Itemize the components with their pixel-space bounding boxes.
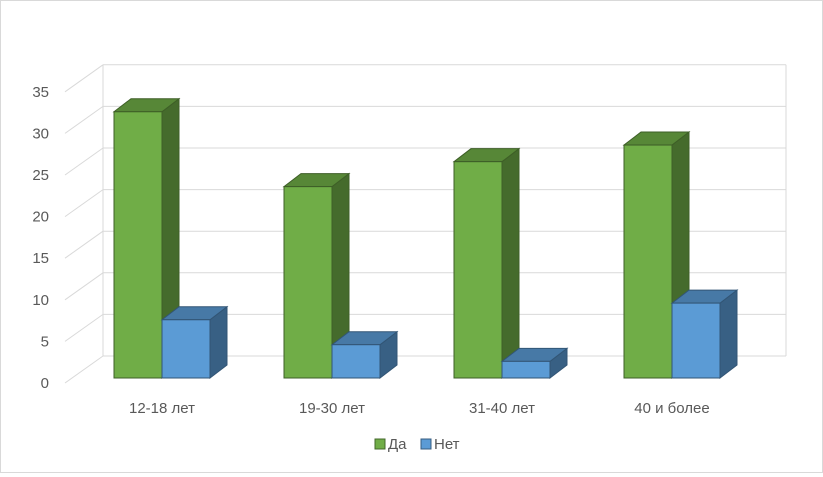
legend-label: Нет <box>434 436 460 453</box>
x-tick-label: 31-40 лет <box>469 400 535 417</box>
bar-da[interactable] <box>282 172 351 380</box>
bar-front-face <box>113 111 163 379</box>
legend-item-net[interactable]: Нет <box>420 436 460 453</box>
gridline-side <box>64 105 104 134</box>
bar-front-face <box>671 302 721 379</box>
bar-net[interactable] <box>160 305 229 380</box>
bar-front-face <box>283 186 333 379</box>
legend-swatch <box>420 438 432 450</box>
y-tick-label: 10 <box>32 292 49 309</box>
y-axis: 0 5 10 15 20 25 30 35 <box>32 84 49 392</box>
y-tick-label: 30 <box>32 125 49 142</box>
gridline-side <box>64 313 104 342</box>
bar-front-face <box>331 344 381 379</box>
legend-item-da[interactable]: Да <box>374 436 407 453</box>
bar-front-face <box>161 319 211 379</box>
bar-front-face <box>501 360 551 379</box>
gridline-side <box>64 189 104 218</box>
legend-swatch <box>374 438 386 450</box>
gridline-side <box>64 64 104 93</box>
gridline-side <box>64 272 104 301</box>
y-tick-label: 35 <box>32 84 49 101</box>
bar-net[interactable] <box>500 347 569 380</box>
gridline-side <box>64 355 104 384</box>
bar-net[interactable] <box>330 330 399 380</box>
bars <box>112 97 739 380</box>
legend-label: Да <box>388 436 407 453</box>
bar-da[interactable] <box>112 97 181 380</box>
gridline-side <box>64 147 104 176</box>
bar-side-face <box>501 147 520 380</box>
bar-front-face <box>453 161 503 379</box>
x-tick-label: 19-30 лет <box>299 400 365 417</box>
bar-da[interactable] <box>452 147 521 380</box>
bar-front-face <box>623 144 673 379</box>
chart-walls <box>102 64 787 356</box>
y-tick-label: 15 <box>32 250 49 267</box>
bar-net[interactable] <box>670 289 739 380</box>
y-tick-label: 5 <box>41 333 49 350</box>
x-tick-label: 12-18 лет <box>129 400 195 417</box>
bar-side-face <box>719 289 738 380</box>
x-axis: 12-18 лет 19-30 лет 31-40 лет 40 и более <box>129 400 710 417</box>
legend[interactable]: Да Нет <box>374 436 460 453</box>
y-tick-label: 0 <box>41 375 49 392</box>
y-tick-label: 25 <box>32 167 49 184</box>
y-tick-label: 20 <box>32 209 49 226</box>
x-tick-label: 40 и более <box>634 400 709 417</box>
gridline-side <box>64 230 104 259</box>
